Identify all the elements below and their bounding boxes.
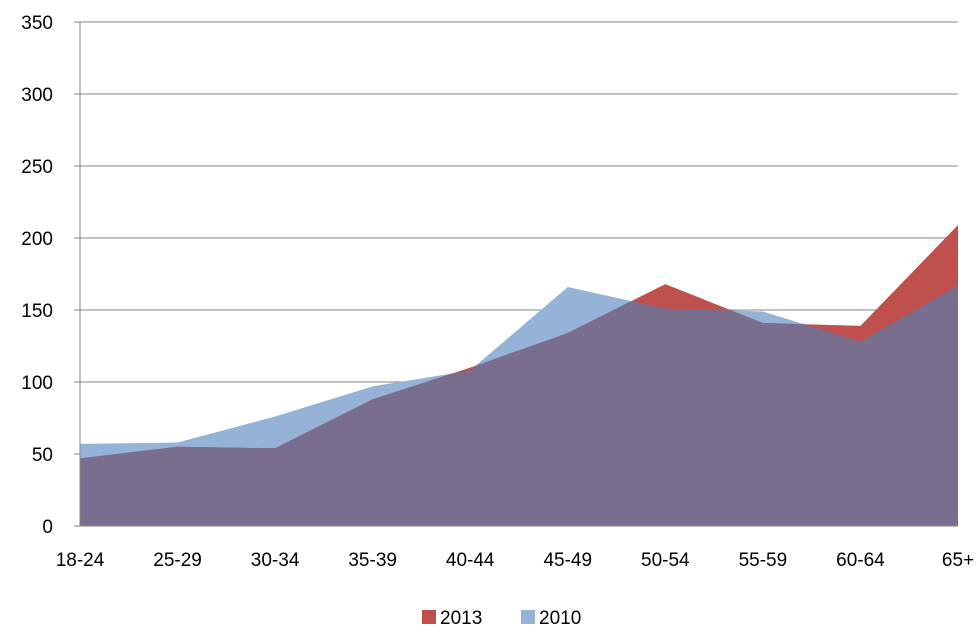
y-tick-label: 150 <box>21 301 53 322</box>
y-tick-label: 50 <box>32 445 53 466</box>
y-tick-label: 350 <box>21 13 53 34</box>
x-tick-label: 45-49 <box>543 550 592 571</box>
y-tick-label: 300 <box>21 85 53 106</box>
legend-swatch <box>521 610 535 624</box>
y-tick-label: 0 <box>42 517 53 538</box>
legend-entry-2010: 2010 <box>521 608 581 629</box>
x-tick-label: 18-24 <box>56 550 105 571</box>
x-tick-label: 65+ <box>942 550 974 571</box>
x-tick-label: 50-54 <box>641 550 690 571</box>
gridlines <box>80 21 958 455</box>
x-tick-labels: 18-24 25-29 30-34 35-39 40-44 45-49 50-54 55-59… <box>56 550 974 571</box>
x-tick-label: 60-64 <box>836 550 885 571</box>
legend-entry-2013: 2013 <box>422 608 482 629</box>
x-tick-label: 25-29 <box>153 550 202 571</box>
x-tick-label: 30-34 <box>251 550 300 571</box>
x-tick-label: 55-59 <box>739 550 788 571</box>
legend: 2013 2010 <box>422 608 581 629</box>
y-tick-label: 200 <box>21 229 53 250</box>
y-tick-labels: 0 50 100 150 200 250 300 350 <box>21 13 53 538</box>
x-tick-label: 40-44 <box>446 550 495 571</box>
series-areas <box>80 225 958 527</box>
legend-swatch <box>422 610 436 624</box>
series-overlap-area <box>80 285 958 526</box>
axes <box>74 21 958 527</box>
legend-label: 2010 <box>539 608 581 625</box>
y-tick-label: 250 <box>21 157 53 178</box>
y-tick-label: 100 <box>21 373 53 394</box>
legend-label: 2013 <box>440 608 482 625</box>
x-tick-label: 35-39 <box>348 550 397 571</box>
